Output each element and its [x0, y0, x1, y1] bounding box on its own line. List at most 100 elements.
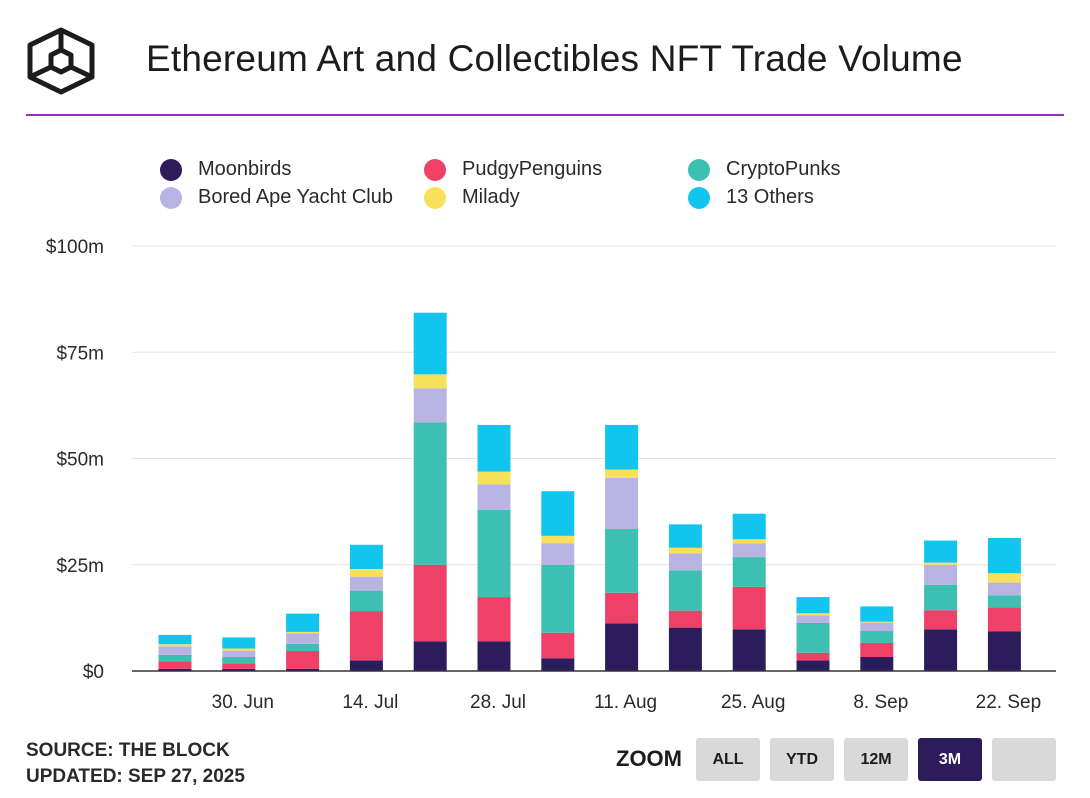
bar-segment-bored-ape-yacht-club[interactable] [668, 553, 702, 571]
bar-segment-moonbirds[interactable] [732, 629, 766, 671]
bar-stack[interactable] [477, 424, 511, 671]
bar-segment-bored-ape-yacht-club[interactable] [222, 650, 256, 657]
bar-segment-cryptopunks[interactable] [668, 570, 702, 611]
bar-segment-moonbirds[interactable] [349, 660, 383, 671]
bar-segment-milady[interactable] [541, 535, 575, 544]
bar-segment-bored-ape-yacht-club[interactable] [924, 564, 958, 585]
bar-stack[interactable] [605, 424, 639, 671]
bar-segment-bored-ape-yacht-club[interactable] [541, 543, 575, 565]
bar-segment-bored-ape-yacht-club[interactable] [477, 484, 511, 510]
bar-stack[interactable] [541, 491, 575, 671]
bar-segment-13-others[interactable] [987, 537, 1021, 574]
bar-segment-moonbirds[interactable] [286, 668, 320, 671]
bar-segment-pudgypenguins[interactable] [732, 586, 766, 630]
zoom-extra-button[interactable] [992, 738, 1056, 781]
bar-segment-moonbirds[interactable] [158, 668, 192, 671]
bar-segment-cryptopunks[interactable] [413, 422, 447, 565]
bar-segment-milady[interactable] [924, 562, 958, 565]
legend-item-pudgypenguins[interactable]: PudgyPenguins [424, 158, 602, 181]
bar-segment-cryptopunks[interactable] [477, 509, 511, 598]
bar-segment-pudgypenguins[interactable] [796, 652, 830, 661]
bar-segment-milady[interactable] [413, 374, 447, 389]
zoom-all-button[interactable]: ALL [696, 738, 760, 781]
legend-item-milady[interactable]: Milady [424, 186, 520, 209]
bar-segment-pudgypenguins[interactable] [158, 661, 192, 669]
bar-segment-13-others[interactable] [286, 613, 320, 632]
bar-segment-cryptopunks[interactable] [924, 584, 958, 611]
bar-segment-milady[interactable] [158, 644, 192, 647]
bar-segment-bored-ape-yacht-club[interactable] [860, 622, 894, 632]
bar-segment-13-others[interactable] [860, 606, 894, 622]
bar-stack[interactable] [668, 524, 702, 671]
legend-item-13-others[interactable]: 13 Others [688, 186, 814, 209]
bar-segment-milady[interactable] [349, 569, 383, 577]
bar-segment-cryptopunks[interactable] [796, 622, 830, 653]
legend-item-bored-ape-yacht-club[interactable]: Bored Ape Yacht Club [160, 186, 393, 209]
bar-segment-13-others[interactable] [796, 597, 830, 614]
bar-segment-cryptopunks[interactable] [286, 643, 320, 652]
bar-segment-cryptopunks[interactable] [860, 631, 894, 643]
bar-segment-milady[interactable] [796, 613, 830, 616]
bar-segment-cryptopunks[interactable] [222, 656, 256, 664]
bar-segment-pudgypenguins[interactable] [605, 592, 639, 624]
bar-segment-moonbirds[interactable] [605, 623, 639, 671]
zoom-ytd-button[interactable]: YTD [770, 738, 834, 781]
bar-segment-moonbirds[interactable] [796, 660, 830, 671]
bar-segment-cryptopunks[interactable] [605, 529, 639, 593]
bar-stack[interactable] [924, 540, 958, 671]
bar-segment-pudgypenguins[interactable] [477, 597, 511, 642]
bar-segment-pudgypenguins[interactable] [668, 610, 702, 628]
bar-segment-13-others[interactable] [477, 424, 511, 472]
bar-segment-pudgypenguins[interactable] [924, 610, 958, 630]
bar-segment-pudgypenguins[interactable] [860, 642, 894, 657]
bar-segment-milady[interactable] [987, 573, 1021, 583]
bar-segment-pudgypenguins[interactable] [286, 651, 320, 669]
bar-segment-milady[interactable] [477, 471, 511, 485]
bar-segment-cryptopunks[interactable] [541, 564, 575, 633]
bar-segment-milady[interactable] [222, 648, 256, 651]
bar-segment-13-others[interactable] [222, 637, 256, 649]
bar-segment-milady[interactable] [732, 539, 766, 544]
bar-stack[interactable] [222, 637, 256, 671]
bar-stack[interactable] [860, 606, 894, 671]
bar-segment-milady[interactable] [286, 631, 320, 634]
bar-segment-13-others[interactable] [541, 491, 575, 536]
bar-stack[interactable] [158, 634, 192, 671]
legend-item-moonbirds[interactable]: Moonbirds [160, 158, 291, 181]
bar-segment-moonbirds[interactable] [413, 641, 447, 671]
bar-segment-13-others[interactable] [732, 513, 766, 540]
bar-segment-moonbirds[interactable] [860, 656, 894, 671]
bar-segment-bored-ape-yacht-club[interactable] [796, 615, 830, 623]
bar-segment-bored-ape-yacht-club[interactable] [286, 633, 320, 644]
bar-segment-cryptopunks[interactable] [158, 654, 192, 662]
bar-segment-bored-ape-yacht-club[interactable] [158, 646, 192, 655]
bar-segment-bored-ape-yacht-club[interactable] [605, 478, 639, 530]
zoom-3m-button[interactable]: 3M [918, 738, 982, 781]
bar-segment-moonbirds[interactable] [222, 668, 256, 671]
bar-segment-13-others[interactable] [924, 540, 958, 563]
bar-segment-cryptopunks[interactable] [732, 557, 766, 587]
legend-item-cryptopunks[interactable]: CryptoPunks [688, 158, 841, 181]
bar-segment-moonbirds[interactable] [541, 658, 575, 671]
bar-segment-moonbirds[interactable] [987, 631, 1021, 671]
bar-segment-milady[interactable] [668, 547, 702, 554]
bar-segment-bored-ape-yacht-club[interactable] [413, 388, 447, 423]
bar-stack[interactable] [796, 597, 830, 671]
bar-segment-bored-ape-yacht-club[interactable] [987, 582, 1021, 596]
bar-segment-pudgypenguins[interactable] [349, 611, 383, 661]
bar-stack[interactable] [413, 312, 447, 671]
bar-segment-moonbirds[interactable] [477, 641, 511, 671]
bar-segment-13-others[interactable] [158, 634, 192, 645]
bar-segment-pudgypenguins[interactable] [222, 663, 256, 669]
bar-stack[interactable] [286, 613, 320, 671]
bar-segment-cryptopunks[interactable] [349, 590, 383, 612]
bar-segment-13-others[interactable] [605, 424, 639, 470]
bar-segment-cryptopunks[interactable] [987, 595, 1021, 608]
bar-segment-moonbirds[interactable] [668, 627, 702, 671]
bar-segment-bored-ape-yacht-club[interactable] [349, 576, 383, 591]
bar-segment-13-others[interactable] [349, 544, 383, 569]
bar-segment-13-others[interactable] [668, 524, 702, 548]
bar-segment-pudgypenguins[interactable] [413, 564, 447, 642]
bar-segment-milady[interactable] [860, 621, 894, 623]
bar-segment-pudgypenguins[interactable] [541, 632, 575, 659]
